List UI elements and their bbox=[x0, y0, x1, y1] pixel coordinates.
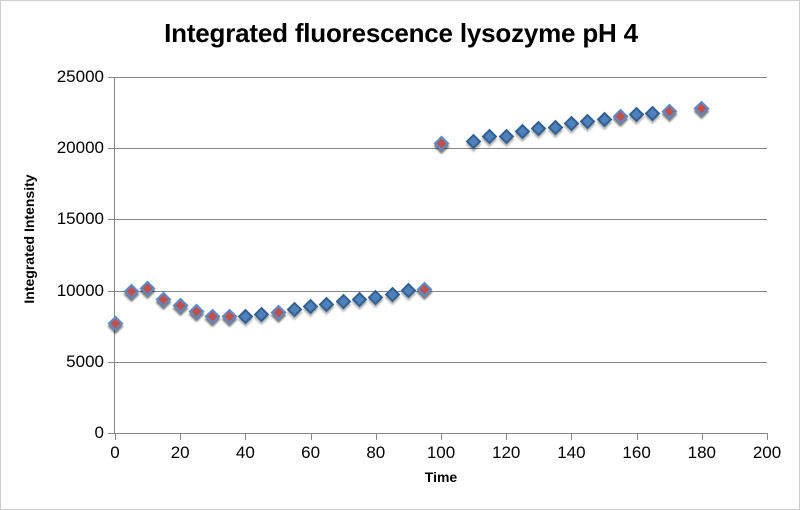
data-point-marker bbox=[482, 129, 498, 145]
x-axis-tick-label: 100 bbox=[426, 443, 456, 462]
data-point-marker bbox=[205, 308, 221, 324]
gridline-horizontal bbox=[115, 361, 767, 363]
x-axis-tick-mark bbox=[180, 434, 182, 440]
y-axis-tick-labels: 0 5000 10000 15000 20000 25000 bbox=[1, 1, 104, 509]
data-point-marker bbox=[465, 133, 482, 149]
data-point-marker bbox=[253, 307, 270, 323]
y-axis-title: Integrated Intensity bbox=[21, 174, 37, 304]
plot-area bbox=[107, 77, 767, 433]
x-axis-tick-mark bbox=[701, 434, 703, 440]
x-axis-tick-label: 180 bbox=[687, 443, 716, 462]
y-axis-line bbox=[114, 77, 115, 434]
data-point-marker bbox=[237, 308, 254, 324]
x-axis-tick-label: 80 bbox=[366, 443, 386, 462]
y-axis-tick-label: 10000 bbox=[56, 280, 104, 300]
x-axis-tick-mark bbox=[245, 434, 247, 440]
x-axis-tick-label: 140 bbox=[557, 443, 586, 462]
data-point-marker bbox=[221, 309, 237, 325]
x-axis-tick-mark bbox=[636, 434, 638, 440]
x-axis-tick-label: 20 bbox=[170, 443, 190, 462]
x-axis-tick-mark bbox=[571, 434, 573, 440]
y-axis-tick-mark bbox=[108, 77, 115, 78]
data-point-marker bbox=[579, 113, 596, 129]
data-point-marker bbox=[335, 294, 351, 310]
x-axis-title: Time bbox=[424, 469, 458, 485]
y-axis-tick-mark bbox=[108, 361, 115, 363]
data-point-marker bbox=[596, 111, 612, 128]
data-point-marker bbox=[351, 291, 368, 307]
data-point-marker bbox=[531, 121, 547, 137]
data-point-marker bbox=[286, 301, 303, 317]
x-axis-tick-mark bbox=[115, 434, 116, 440]
y-axis-tick-mark bbox=[108, 290, 115, 292]
x-axis-tick-mark bbox=[310, 434, 312, 440]
gridline-horizontal bbox=[115, 219, 767, 221]
data-point-marker bbox=[302, 298, 319, 315]
data-point-marker bbox=[547, 119, 563, 136]
x-axis-tick-mark bbox=[767, 434, 768, 440]
data-point-marker bbox=[270, 304, 286, 321]
data-point-marker bbox=[123, 283, 140, 300]
x-axis-tick-label: 40 bbox=[235, 443, 255, 462]
data-point-marker bbox=[433, 136, 449, 152]
data-point-marker bbox=[107, 315, 123, 332]
data-point-marker bbox=[661, 103, 677, 119]
y-axis-tick-mark bbox=[108, 148, 115, 150]
data-point-marker bbox=[645, 105, 661, 122]
gridline-horizontal bbox=[115, 77, 767, 78]
chart-title: Integrated fluorescence lysozyme pH 4 bbox=[164, 18, 638, 48]
data-point-marker bbox=[563, 115, 580, 132]
data-point-marker bbox=[514, 123, 531, 139]
x-axis-tick-label: 60 bbox=[301, 443, 321, 462]
data-point-marker bbox=[400, 282, 417, 299]
data-point-marker bbox=[628, 106, 645, 123]
y-axis-tick-label: 15000 bbox=[56, 209, 104, 229]
y-axis-tick-label: 20000 bbox=[56, 138, 104, 158]
x-axis-tick-mark bbox=[506, 434, 508, 440]
y-axis-tick-label: 25000 bbox=[56, 67, 104, 86]
data-point-marker bbox=[188, 303, 205, 320]
y-axis-tick-mark bbox=[108, 433, 115, 434]
y-axis-tick-label: 5000 bbox=[66, 351, 104, 371]
data-point-marker bbox=[172, 297, 188, 314]
data-point-marker bbox=[319, 297, 335, 313]
data-point-marker bbox=[694, 100, 710, 117]
data-point-marker bbox=[416, 281, 433, 297]
data-point-marker bbox=[612, 108, 629, 124]
y-axis-tick-mark bbox=[108, 219, 115, 221]
gridline-horizontal bbox=[115, 290, 767, 292]
x-axis-tick-label: 120 bbox=[492, 443, 521, 462]
data-point-marker bbox=[156, 292, 172, 308]
x-axis-line bbox=[114, 433, 768, 434]
x-axis-tick-mark bbox=[375, 434, 377, 440]
x-axis-tick-label: 200 bbox=[752, 443, 782, 462]
data-point-marker bbox=[139, 280, 156, 297]
data-point-marker bbox=[384, 287, 400, 303]
data-point-marker bbox=[498, 129, 514, 145]
x-axis-tick-label: 0 bbox=[110, 443, 120, 462]
x-axis-tick-label: 160 bbox=[622, 443, 651, 462]
x-axis-tick-mark bbox=[441, 434, 442, 440]
y-axis-tick-label: 0 bbox=[94, 423, 104, 442]
